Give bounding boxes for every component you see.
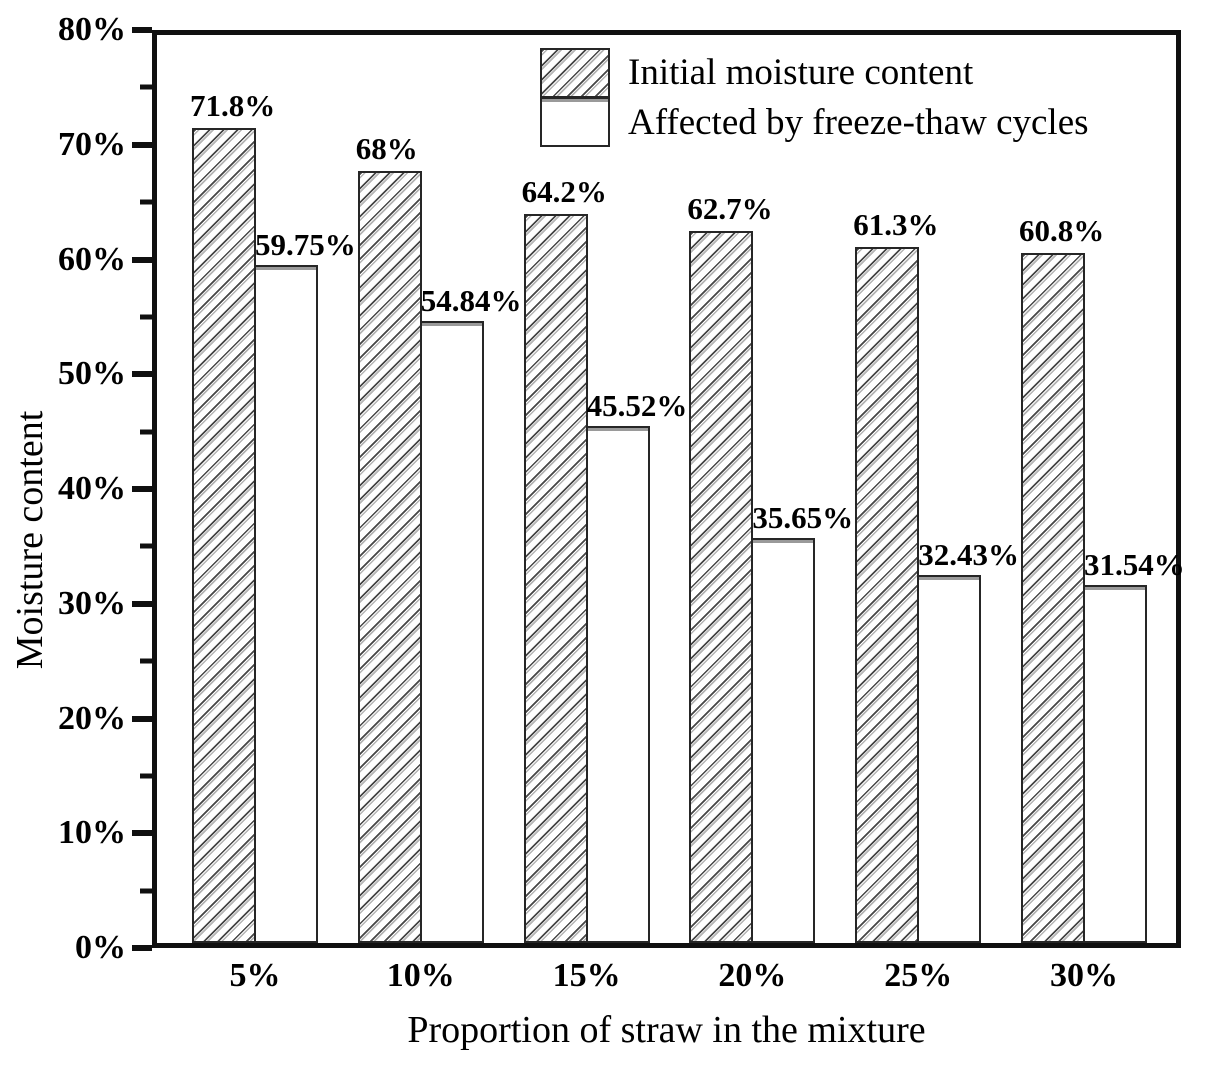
bar-group-20pct: 62.7% 35.65% <box>687 35 853 943</box>
legend-entry-freeze-thaw: Affected by freeze-thaw cycles <box>540 96 1089 148</box>
bar-groups: 71.8% 59.75% 68% 54.84% 64 <box>157 35 1185 943</box>
x-tick-label: 10% <box>386 957 455 994</box>
y-minor-tick <box>140 84 152 90</box>
bar-value-label: 71.8% <box>190 88 276 124</box>
legend-label: Initial moisture content <box>628 52 974 93</box>
y-minor-tick <box>140 888 152 894</box>
y-major-tick <box>132 830 152 837</box>
y-major-tick <box>132 371 152 378</box>
y-tick-label: 30% <box>58 584 126 622</box>
bar-group-5pct: 71.8% 59.75% <box>190 35 356 943</box>
y-major-tick <box>132 256 152 263</box>
y-tick-label: 50% <box>58 355 126 393</box>
legend-entry-initial: Initial moisture content <box>540 48 1089 98</box>
bar-freeze-thaw: 31.54% <box>1082 547 1185 943</box>
y-major-tick <box>132 27 152 33</box>
x-axis-tick-labels: 5% 10% 15% 20% 25% 30% <box>157 957 1176 995</box>
bar-initial: 64.2% <box>522 174 607 943</box>
bar-value-label: 31.54% <box>1083 547 1185 583</box>
x-tick-label: 20% <box>718 957 787 994</box>
bar-freeze-thaw: 32.43% <box>917 537 1019 943</box>
y-tick-label: 20% <box>58 699 126 737</box>
bar-initial: 60.8% <box>1019 213 1104 943</box>
y-major-tick <box>132 486 152 492</box>
y-tick-label: 40% <box>58 470 126 507</box>
bar-freeze-thaw: 35.65% <box>751 500 853 943</box>
legend-swatch-hatched <box>540 48 610 98</box>
legend: Initial moisture content Affected by fre… <box>540 48 1089 148</box>
y-minor-tick <box>140 773 152 779</box>
bar-freeze-thaw: 45.52% <box>585 388 687 943</box>
y-tick-label: 80% <box>58 11 126 48</box>
bar-value-label: 32.43% <box>918 536 1019 572</box>
bar-initial: 71.8% <box>190 88 275 943</box>
x-tick-label: 15% <box>552 957 621 994</box>
bar-value-label: 62.7% <box>687 191 773 227</box>
plot-area: 71.8% 59.75% 68% 54.84% 64 <box>152 30 1185 948</box>
bar-value-label: 60.8% <box>1018 212 1105 248</box>
bar-value-label: 45.52% <box>586 388 688 424</box>
y-minor-tick <box>140 429 152 435</box>
y-major-tick <box>132 715 152 722</box>
y-tick-label: 60% <box>58 240 126 278</box>
y-minor-tick <box>140 314 152 320</box>
y-minor-tick <box>140 658 152 664</box>
x-tick-label: 25% <box>884 957 953 994</box>
y-major-tick <box>132 945 152 951</box>
bar-group-30pct: 60.8% 31.54% <box>1019 35 1185 943</box>
bar-value-label: 59.75% <box>255 226 356 262</box>
y-axis-tick-labels: 0% 10% 20% 30% 40% 50% 60% 70% 80% <box>0 11 126 966</box>
x-axis-title: Proportion of straw in the mixture <box>407 1009 926 1051</box>
bar-value-label: 68% <box>355 131 418 167</box>
bar-value-label: 54.84% <box>420 282 522 318</box>
y-tick-label: 70% <box>58 125 126 163</box>
bar-group-15pct: 64.2% 45.52% <box>522 35 687 943</box>
y-major-tick <box>132 141 152 148</box>
bar-value-label: 61.3% <box>853 207 939 243</box>
bar-value-label: 35.65% <box>752 500 854 536</box>
legend-swatch-white <box>540 96 610 147</box>
y-tick-label: 10% <box>58 814 126 852</box>
y-tick-label: 0% <box>75 929 126 966</box>
y-major-tick <box>132 600 152 607</box>
bar-initial: 61.3% <box>853 207 938 943</box>
bar-group-10pct: 68% 54.84% <box>356 35 522 943</box>
bar-value-label: 64.2% <box>521 174 607 210</box>
legend-label: Affected by freeze-thaw cycles <box>628 102 1089 143</box>
x-tick-label: 30% <box>1049 957 1118 994</box>
bar-group-25pct: 61.3% 32.43% <box>853 35 1019 943</box>
y-minor-tick <box>140 543 152 549</box>
y-minor-tick <box>140 199 152 205</box>
y-axis-ticks <box>0 27 152 951</box>
x-tick-label: 5% <box>229 957 281 994</box>
bar-freeze-thaw: 54.84% <box>419 283 522 943</box>
bar-initial: 68% <box>356 131 422 943</box>
bar-freeze-thaw: 59.75% <box>254 227 356 943</box>
bar-initial: 62.7% <box>687 191 773 943</box>
